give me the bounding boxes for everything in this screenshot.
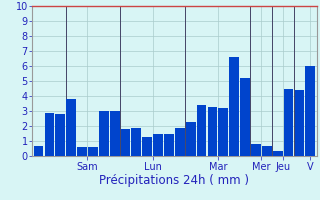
Bar: [240, 78, 250, 156]
Bar: [219, 108, 228, 156]
Bar: [186, 121, 196, 156]
Bar: [164, 134, 174, 156]
Bar: [44, 112, 54, 156]
Bar: [55, 114, 65, 156]
Bar: [153, 134, 163, 156]
Bar: [251, 144, 261, 156]
Bar: [305, 66, 315, 156]
Bar: [110, 111, 119, 156]
Bar: [284, 88, 293, 156]
Bar: [229, 57, 239, 156]
Bar: [77, 147, 87, 156]
Bar: [142, 137, 152, 156]
Bar: [273, 151, 283, 156]
Bar: [175, 128, 185, 156]
Bar: [294, 90, 304, 156]
Bar: [208, 106, 217, 156]
Bar: [132, 128, 141, 156]
Bar: [197, 105, 206, 156]
X-axis label: Précipitations 24h ( mm ): Précipitations 24h ( mm ): [100, 174, 249, 187]
Bar: [262, 146, 272, 156]
Bar: [99, 111, 108, 156]
Bar: [66, 99, 76, 156]
Bar: [121, 129, 130, 156]
Bar: [88, 147, 98, 156]
Bar: [34, 146, 44, 156]
